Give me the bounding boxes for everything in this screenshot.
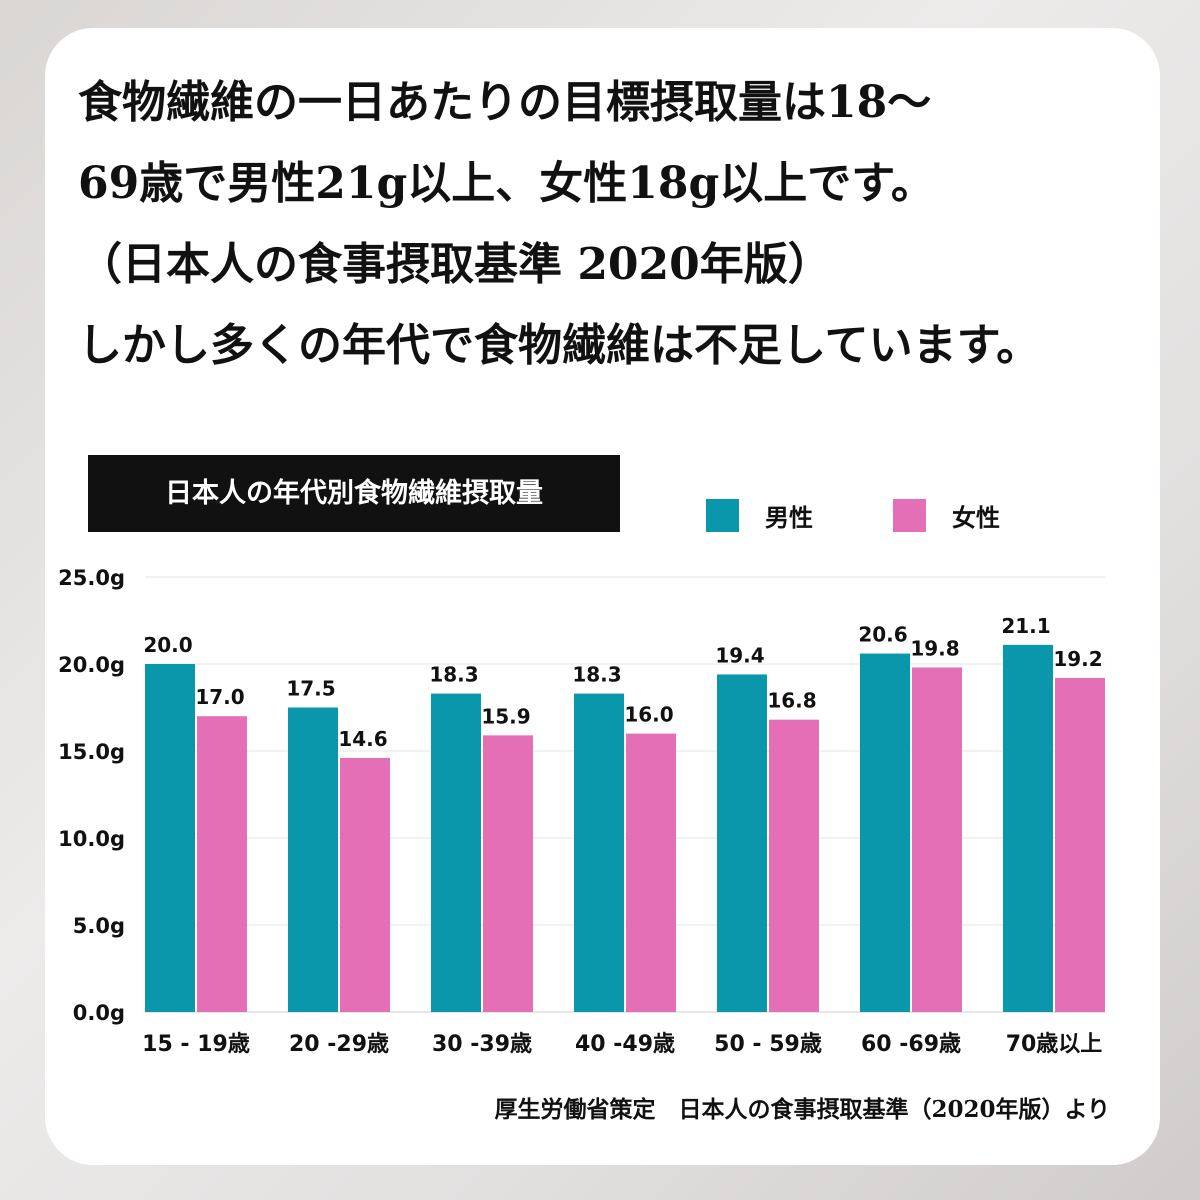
- y-tick-label: 5.0g: [73, 914, 125, 938]
- data-label: 19.2: [1053, 647, 1102, 671]
- bar-female: [483, 735, 533, 1012]
- data-label: 19.4: [715, 643, 764, 667]
- bar-female: [626, 733, 676, 1012]
- headline-line: （日本人の食事摂取基準 2020年版）: [78, 239, 832, 290]
- bar-male: [288, 707, 338, 1012]
- data-label: 19.8: [910, 636, 959, 660]
- bar-female: [769, 719, 819, 1012]
- data-label: 20.6: [858, 623, 907, 647]
- bar-male: [145, 664, 195, 1012]
- x-tick-label: 60 -69歳: [861, 1032, 961, 1057]
- data-label: 18.3: [429, 663, 478, 687]
- bar-female: [197, 716, 247, 1012]
- data-label: 20.0: [143, 633, 192, 657]
- bar-male: [1003, 644, 1053, 1012]
- headline-line: 69歳で男性21g以上、女性18g以上です。: [78, 158, 935, 209]
- y-tick-label: 25.0g: [58, 566, 125, 590]
- x-tick-label: 15 - 19歳: [142, 1032, 250, 1057]
- source-note: 厚生労働省策定 日本人の食事摂取基準（2020年版）より: [494, 1096, 1110, 1123]
- data-label: 15.9: [481, 704, 530, 728]
- bar-female: [912, 667, 962, 1012]
- legend-swatch-male: [706, 499, 739, 532]
- x-tick-label: 20 -29歳: [289, 1032, 389, 1057]
- headline-line: 食物繊維の一日あたりの目標摂取量は18〜: [78, 77, 932, 128]
- x-tick-label: 70歳以上: [1006, 1032, 1103, 1057]
- data-label: 14.6: [338, 727, 387, 751]
- y-tick-label: 10.0g: [58, 827, 125, 851]
- y-tick-label: 20.0g: [58, 653, 125, 677]
- x-tick-label: 30 -39歳: [432, 1032, 532, 1057]
- data-label: 16.0: [624, 703, 673, 727]
- data-label: 21.1: [1001, 614, 1050, 638]
- bar-male: [860, 653, 910, 1012]
- bar-male: [717, 674, 767, 1012]
- headline: 食物繊維の一日あたりの目標摂取量は18〜 69歳で男性21g以上、女性18g以上…: [78, 62, 1158, 386]
- y-tick-label: 0.0g: [73, 1001, 125, 1025]
- y-tick-label: 15.0g: [58, 740, 125, 764]
- data-label: 16.8: [767, 689, 816, 713]
- x-tick-label: 50 - 59歳: [714, 1032, 822, 1057]
- bar-male: [431, 693, 481, 1012]
- chart-title: 日本人の年代別食物繊維摂取量: [88, 455, 620, 532]
- legend-swatch-female: [893, 499, 926, 532]
- bar-female: [1055, 677, 1105, 1012]
- data-label: 17.5: [286, 677, 335, 701]
- bar-female: [340, 757, 390, 1012]
- data-label: 18.3: [572, 663, 621, 687]
- legend-label-female: 女性: [952, 503, 1000, 532]
- legend-female: 女性: [893, 498, 1000, 533]
- legend-male: 男性: [706, 498, 813, 533]
- x-tick-label: 40 -49歳: [575, 1032, 675, 1057]
- headline-line: しかし多くの年代で食物繊維は不足しています。: [78, 320, 1041, 371]
- bar-male: [574, 693, 624, 1012]
- legend-label-male: 男性: [765, 503, 813, 532]
- data-label: 17.0: [195, 685, 244, 709]
